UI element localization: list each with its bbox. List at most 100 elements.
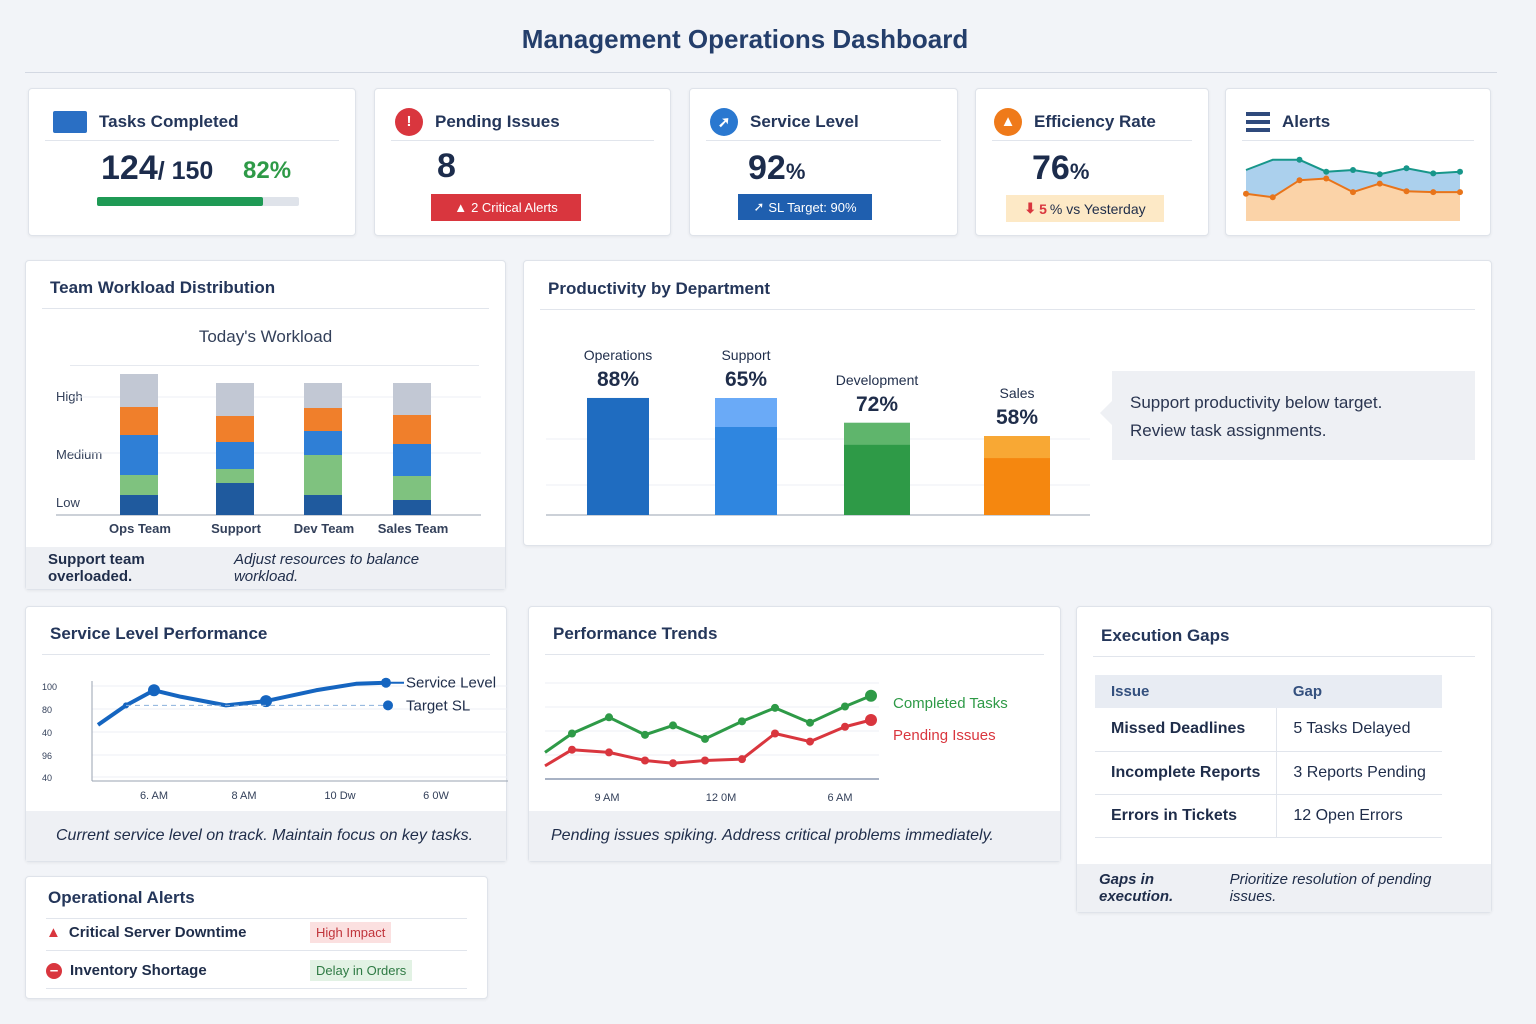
alert-label: Inventory Shortage bbox=[70, 962, 207, 979]
kpi-pending-issues[interactable]: ! Pending Issues 8 ▲ 2 Critical Alerts bbox=[374, 88, 671, 236]
issue-cell: Incomplete Reports bbox=[1095, 751, 1278, 795]
divider bbox=[25, 72, 1497, 73]
service-level-line bbox=[96, 680, 387, 727]
footer-text: Current service level on track. Maintain… bbox=[56, 827, 474, 844]
callout-line: Review task assignments. bbox=[1130, 421, 1327, 440]
y-tick-label: 100 bbox=[42, 682, 57, 692]
trend-point bbox=[568, 729, 576, 738]
column-header: Gap bbox=[1276, 675, 1442, 708]
x-tick-label: Sales Team bbox=[378, 521, 449, 536]
card-title: Operational Alerts bbox=[46, 883, 467, 919]
trends-chart: Completed Tasks Pending Issues 9 AM 12 0M 6 … bbox=[544, 682, 1008, 804]
kpi-label: Service Level bbox=[750, 111, 859, 131]
workload-bar-segment bbox=[304, 431, 342, 455]
x-tick-label: 8 AM bbox=[231, 790, 256, 802]
kpi-value: 92 bbox=[748, 149, 786, 187]
workload-chart: High Medium Low Ops Team Support Dev Team Sale… bbox=[56, 374, 481, 536]
kpi-label: Pending Issues bbox=[435, 111, 560, 131]
trend-point bbox=[771, 703, 779, 712]
trend-point bbox=[669, 759, 677, 768]
bar-category-label: Development bbox=[836, 372, 919, 388]
sl-target-badge: ➚ SL Target: 90% bbox=[738, 194, 872, 220]
y-tick-label: 40 bbox=[42, 773, 52, 783]
footer-bold: Support team overloaded. bbox=[48, 551, 145, 585]
workload-bar-segment bbox=[393, 383, 431, 415]
progress-bar bbox=[97, 197, 299, 206]
legend-label: Service Level bbox=[406, 675, 496, 692]
arrow-icon: ➚ bbox=[710, 107, 738, 136]
y-tick-label: High bbox=[56, 389, 83, 404]
card-title: Team Workload Distribution bbox=[42, 273, 489, 309]
exclamation-icon: ! bbox=[395, 107, 423, 136]
workload-bar-segment bbox=[393, 415, 431, 444]
productivity-bar bbox=[587, 397, 649, 515]
legend-marker bbox=[383, 700, 393, 711]
kpi-tasks-completed[interactable]: Tasks Completed 124/ 150 82% bbox=[28, 88, 356, 236]
alerts-sparkline bbox=[1243, 156, 1463, 221]
alerts-point-b bbox=[1376, 180, 1383, 187]
alerts-point-a bbox=[1457, 168, 1463, 175]
alerts-point-b bbox=[1457, 189, 1463, 196]
bar-value-label: 72% bbox=[856, 393, 898, 416]
workload-bar-segment bbox=[120, 495, 158, 515]
card-title: Service Level Performance bbox=[42, 619, 490, 655]
workload-bar-segment bbox=[120, 435, 158, 475]
table-row: Missed Deadlines 5 Tasks Delayed bbox=[1095, 708, 1442, 752]
x-tick-label: Support bbox=[211, 521, 261, 536]
operational-alerts-card: Operational Alerts ▲ Critical Server Down… bbox=[25, 876, 488, 999]
page-title: Management Operations Dashboard bbox=[521, 24, 969, 54]
x-tick-label: 9 AM bbox=[594, 792, 619, 804]
footer-bold: Gaps in execution. bbox=[1099, 871, 1174, 905]
callout-line: Support productivity below target. bbox=[1130, 393, 1383, 412]
badge-text: 2 Critical Alerts bbox=[471, 200, 558, 215]
impact-badge: Delay in Orders bbox=[310, 960, 413, 981]
kpi-label: Alerts bbox=[1282, 111, 1331, 131]
y-tick-label: Low bbox=[56, 495, 80, 510]
workload-bar-segment bbox=[393, 476, 431, 500]
card-title: Performance Trends bbox=[545, 619, 1044, 655]
card-title: Productivity by Department bbox=[540, 274, 1475, 310]
trend-point bbox=[568, 745, 576, 754]
kpi-alerts[interactable]: Alerts bbox=[1225, 88, 1491, 236]
alerts-point-a bbox=[1376, 171, 1383, 178]
arrow-down-icon: ⬇ bbox=[1024, 200, 1037, 216]
kpi-label: Tasks Completed bbox=[99, 111, 239, 131]
service-level-point bbox=[260, 695, 272, 708]
y-tick-label: 96 bbox=[42, 751, 52, 761]
warning-icon: ▲ bbox=[46, 924, 61, 941]
alerts-point-b bbox=[1323, 175, 1330, 182]
kpi-label: Efficiency Rate bbox=[1034, 111, 1156, 131]
table-row: Incomplete Reports 3 Reports Pending bbox=[1095, 751, 1442, 795]
trend-point bbox=[641, 730, 649, 739]
workload-bar-segment bbox=[304, 495, 342, 515]
bar-value-label: 65% bbox=[725, 368, 767, 391]
issue-cell: Missed Deadlines bbox=[1095, 708, 1278, 752]
kpi-percent: 82% bbox=[243, 157, 292, 184]
kpi-total: / 150 bbox=[157, 157, 214, 185]
kpi-efficiency-rate[interactable]: ▲ Efficiency Rate 76% ⬇ 5% vs Yesterday bbox=[975, 88, 1209, 236]
issue-cell: Errors in Tickets bbox=[1095, 794, 1278, 838]
productivity-bar-top bbox=[715, 398, 777, 427]
card-title: Execution Gaps bbox=[1093, 621, 1475, 657]
workload-bar-segment bbox=[120, 407, 158, 435]
alerts-point-b bbox=[1296, 177, 1303, 184]
column-header: Issue bbox=[1095, 675, 1277, 708]
bar-value-label: 58% bbox=[996, 406, 1038, 429]
critical-alerts-badge[interactable]: ▲ 2 Critical Alerts bbox=[431, 194, 581, 221]
x-tick-label: Dev Team bbox=[294, 521, 354, 536]
trend-point bbox=[806, 718, 814, 727]
workload-bar-segment bbox=[120, 475, 158, 495]
x-tick-label: 6. AM bbox=[140, 790, 168, 802]
table-row: Errors in Tickets 12 Open Errors bbox=[1095, 794, 1442, 838]
delta-text: % vs Yesterday bbox=[1049, 200, 1146, 217]
delta-value: 5 bbox=[1039, 200, 1047, 217]
trends-footer: Pending issues spiking. Address critical… bbox=[529, 811, 1060, 861]
workload-bar-segment bbox=[216, 416, 254, 442]
alert-item[interactable]: – Inventory Shortage Delay in Orders bbox=[46, 953, 467, 989]
productivity-chart: Operations 88% Support 65% Development 72% Sal… bbox=[546, 347, 1090, 516]
x-tick-label: 10 Dw bbox=[324, 790, 355, 802]
gaps-table: Issue Gap Missed Deadlines 5 Tasks Delayed… bbox=[1095, 675, 1442, 838]
kpi-service-level[interactable]: ➚ Service Level 92% ➚ SL Target: 90% bbox=[689, 88, 958, 236]
alert-item[interactable]: ▲ Critical Server Downtime High Impact bbox=[46, 915, 467, 951]
legend-label: Pending Issues bbox=[893, 727, 996, 744]
